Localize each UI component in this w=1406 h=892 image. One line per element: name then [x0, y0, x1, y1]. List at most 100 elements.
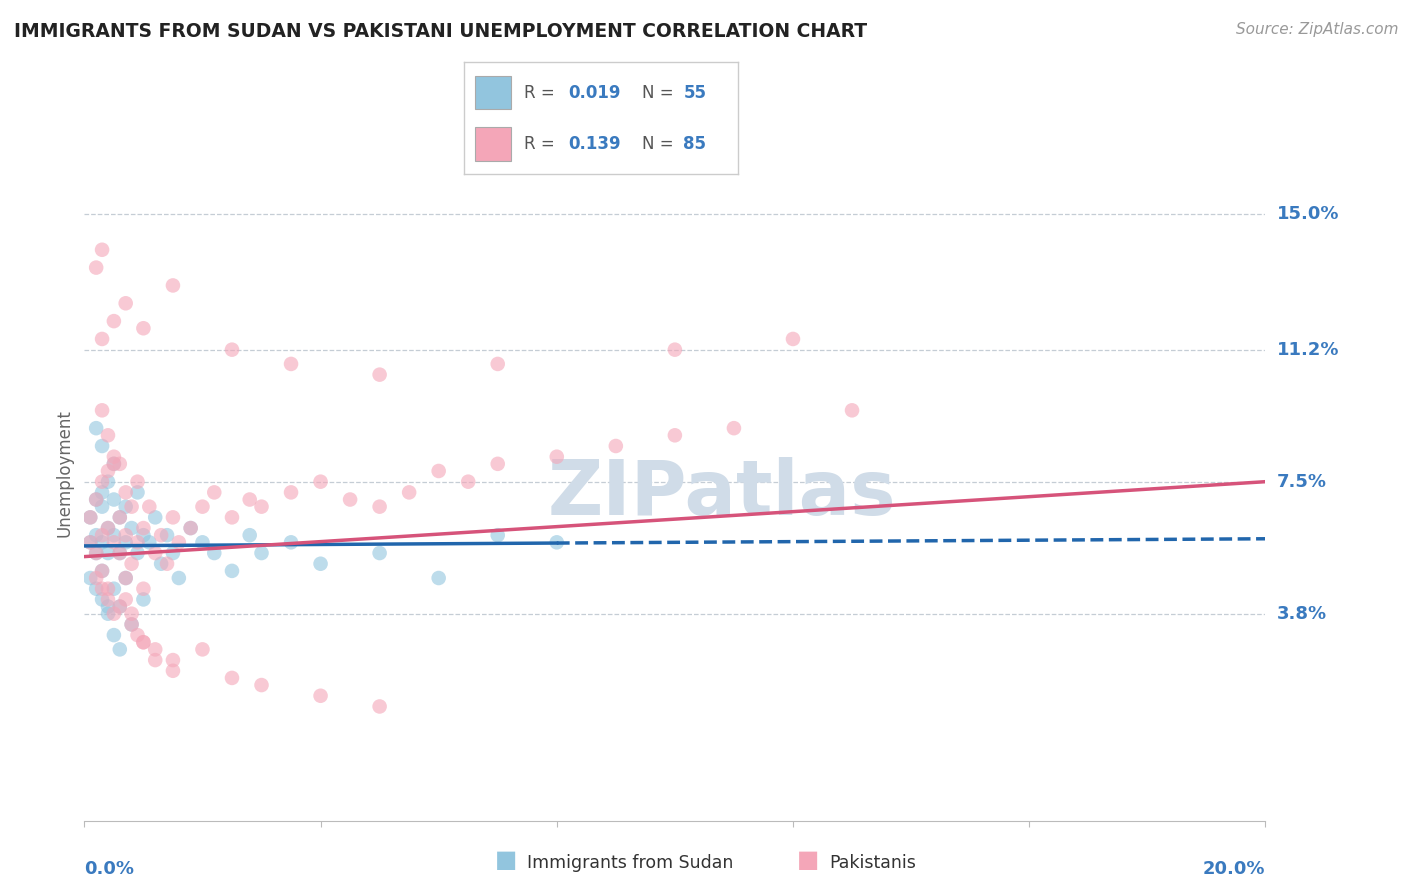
Point	[427, 464, 450, 478]
Point	[108, 510, 131, 524]
Point	[202, 485, 225, 500]
Point	[250, 500, 273, 514]
Point	[202, 546, 225, 560]
Point	[84, 582, 107, 596]
Point	[97, 546, 120, 560]
Point	[150, 557, 173, 571]
Point	[121, 500, 143, 514]
Point	[108, 599, 131, 614]
Text: 0.139: 0.139	[568, 135, 621, 153]
Point	[103, 628, 125, 642]
Point	[132, 635, 155, 649]
Point	[127, 546, 149, 560]
Point	[368, 546, 391, 560]
Point	[114, 296, 136, 310]
Point	[162, 546, 184, 560]
Text: 0.0%: 0.0%	[84, 860, 135, 878]
Point	[91, 564, 114, 578]
Point	[91, 403, 114, 417]
Point	[546, 535, 568, 549]
Point	[782, 332, 804, 346]
Point	[486, 528, 509, 542]
Point	[162, 664, 184, 678]
Point	[79, 510, 101, 524]
Text: R =: R =	[524, 84, 561, 102]
Point	[132, 321, 155, 335]
Point	[84, 528, 107, 542]
Point	[239, 492, 262, 507]
Point	[79, 571, 101, 585]
Point	[250, 546, 273, 560]
Point	[280, 535, 302, 549]
Point	[723, 421, 745, 435]
Point	[309, 689, 332, 703]
Point	[368, 699, 391, 714]
Text: N =: N =	[643, 84, 679, 102]
Point	[91, 564, 114, 578]
Point	[239, 528, 262, 542]
Point	[191, 642, 214, 657]
Text: Immigrants from Sudan: Immigrants from Sudan	[527, 855, 734, 872]
Point	[167, 535, 190, 549]
Point	[132, 635, 155, 649]
Point	[114, 571, 136, 585]
Point	[486, 457, 509, 471]
Point	[221, 343, 243, 357]
Point	[150, 528, 173, 542]
Point	[841, 403, 863, 417]
Point	[309, 557, 332, 571]
FancyBboxPatch shape	[475, 76, 510, 109]
Point	[103, 535, 125, 549]
Point	[127, 628, 149, 642]
Point	[97, 599, 120, 614]
Text: Source: ZipAtlas.com: Source: ZipAtlas.com	[1236, 22, 1399, 37]
Text: R =: R =	[524, 135, 561, 153]
Text: 7.5%: 7.5%	[1277, 473, 1326, 491]
Point	[180, 521, 202, 535]
Point	[114, 528, 136, 542]
Point	[127, 475, 149, 489]
Point	[156, 557, 179, 571]
Point	[91, 582, 114, 596]
Point	[84, 571, 107, 585]
Point	[84, 260, 107, 275]
Point	[162, 510, 184, 524]
Point	[84, 492, 107, 507]
Point	[398, 485, 420, 500]
Point	[108, 642, 131, 657]
Point	[97, 521, 120, 535]
Point	[280, 485, 302, 500]
Point	[457, 475, 479, 489]
Point	[127, 485, 149, 500]
Point	[162, 278, 184, 293]
Text: 55: 55	[683, 84, 706, 102]
Text: Pakistanis: Pakistanis	[830, 855, 917, 872]
Point	[250, 678, 273, 692]
Point	[79, 535, 101, 549]
Point	[91, 500, 114, 514]
Point	[97, 582, 120, 596]
Point	[84, 492, 107, 507]
Point	[127, 535, 149, 549]
Point	[91, 528, 114, 542]
Point	[91, 475, 114, 489]
Point	[103, 607, 125, 621]
Point	[114, 535, 136, 549]
Point	[605, 439, 627, 453]
Point	[143, 546, 166, 560]
Point	[103, 528, 125, 542]
Point	[221, 671, 243, 685]
Point	[138, 535, 160, 549]
Point	[91, 592, 114, 607]
Point	[664, 428, 686, 442]
Point	[108, 599, 131, 614]
Point	[138, 500, 160, 514]
Point	[114, 592, 136, 607]
Text: 3.8%: 3.8%	[1277, 605, 1327, 623]
Point	[114, 500, 136, 514]
Point	[143, 642, 166, 657]
Point	[121, 617, 143, 632]
Point	[97, 428, 120, 442]
Point	[143, 510, 166, 524]
Point	[132, 528, 155, 542]
